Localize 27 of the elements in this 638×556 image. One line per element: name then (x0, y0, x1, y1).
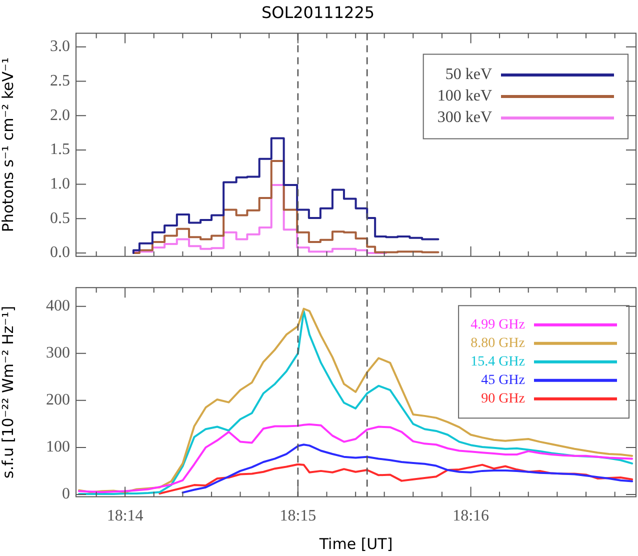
text: 300 keV (437, 109, 492, 126)
y-tick-label: 0.0 (50, 244, 70, 262)
text: 90 GHz (481, 392, 525, 407)
x-tick-label: 18:14 (106, 508, 144, 525)
x-axis-title: Time [UT] (318, 534, 393, 553)
y-tick-label: 200 (46, 392, 70, 409)
x-tick-label: 18:15 (280, 508, 316, 525)
text: 8.80 GHz (470, 336, 525, 352)
y-tick-label: 0.5 (50, 210, 70, 227)
y-tick-label: 100 (46, 438, 70, 456)
y-axis-title: s.f.u [10⁻²² Wm⁻² Hz⁻¹] (0, 306, 17, 478)
chart-title: SOL20111225 (261, 2, 375, 22)
y-tick-label: 3.0 (50, 38, 70, 56)
text: 100 keV (437, 88, 492, 105)
text: 15.4 GHz (470, 354, 525, 370)
x-tick-label: 18:16 (452, 508, 490, 525)
y-tick-label: 300 (46, 344, 70, 362)
y-tick-label: 2.0 (50, 106, 70, 124)
y-tick-label: 1.5 (50, 141, 70, 158)
y-tick-label: 0 (62, 486, 70, 503)
y-tick-label: 1.0 (50, 175, 70, 192)
text: 45 GHz (481, 373, 525, 388)
y-axis-title: Photons s⁻¹ cm⁻² keV⁻¹ (0, 58, 17, 232)
y-tick-label: 400 (46, 298, 70, 315)
text: 4.99 GHz (470, 318, 525, 333)
text: 50 keV (445, 66, 492, 84)
y-tick-label: 2.5 (50, 72, 70, 90)
